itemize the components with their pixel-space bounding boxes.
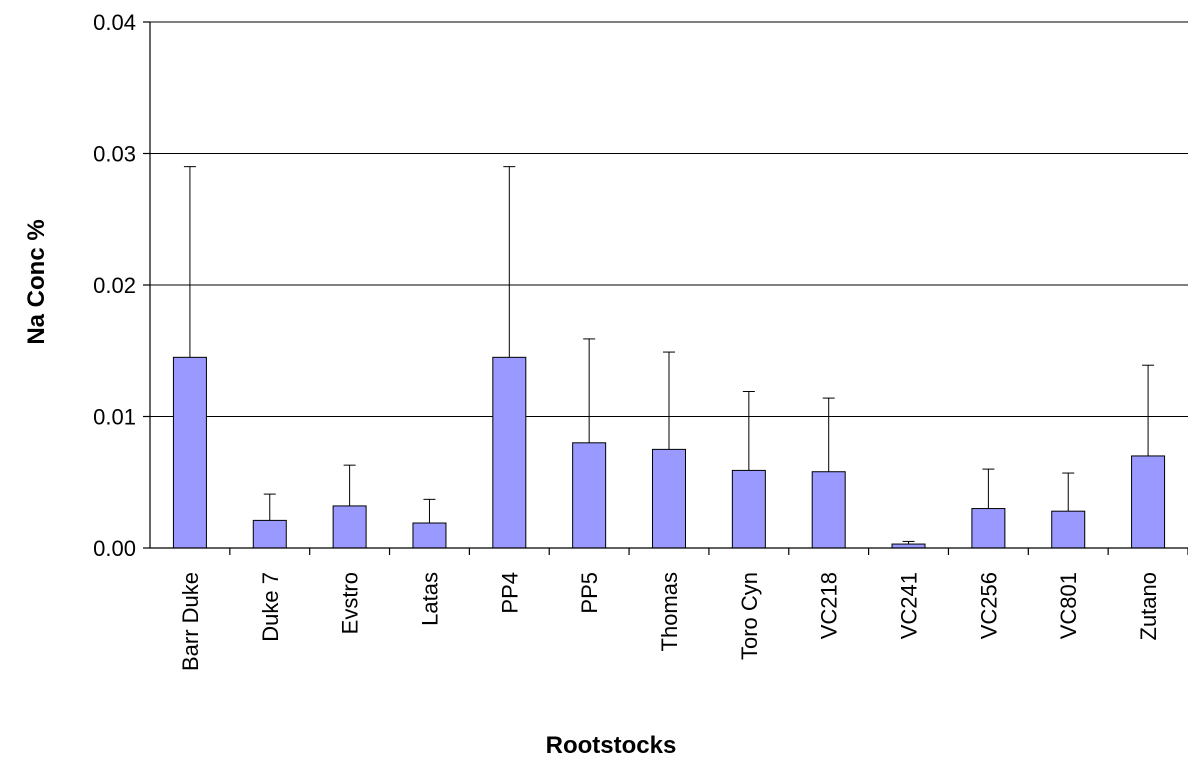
x-tick-label: Zutano [1136,572,1161,641]
y-tick-label: 0.03 [93,142,136,167]
bars [172,356,1166,549]
x-axis-title: Rootstocks [546,732,677,759]
y-tick-label: 0.01 [93,405,136,430]
axes [143,21,1188,555]
x-tick-label: Thomas [657,572,682,651]
bar [572,442,607,549]
y-tick-labels: 0.00 0.01 0.02 0.03 0.04 [93,10,136,561]
bar [811,471,846,549]
bar [652,448,686,549]
bar [731,469,766,549]
bar [412,522,447,549]
x-tick-labels: Barr Duke Duke 7 Evstro Latas PP4 PP5 Thomas To… [178,572,1161,671]
bar [252,519,287,549]
x-tick-label: VC256 [976,572,1001,639]
bar [1051,510,1086,549]
x-tick-label: PP4 [497,572,522,614]
x-tick-label: Evstro [338,572,363,634]
x-tick-label: Barr Duke [178,572,203,671]
x-tick-label: Latas [417,572,442,626]
bar [172,356,207,549]
x-tick-label: VC241 [897,572,922,639]
y-tick-label: 0.00 [93,536,136,561]
y-tick-label: 0.02 [93,273,136,298]
bar [1131,455,1166,549]
x-tick-label: Toro Cyn [737,572,762,660]
bar [971,508,1006,549]
bar [492,356,527,549]
y-tick-label: 0.04 [93,10,136,35]
x-tick-label: VC218 [817,572,842,639]
y-axis-title: Na Conc % [23,219,50,344]
x-tick-label: VC801 [1056,572,1081,639]
x-tick-label: Duke 7 [258,572,283,642]
error-bars [183,166,1155,545]
x-tick-label: PP5 [577,572,602,614]
bar [332,505,367,549]
